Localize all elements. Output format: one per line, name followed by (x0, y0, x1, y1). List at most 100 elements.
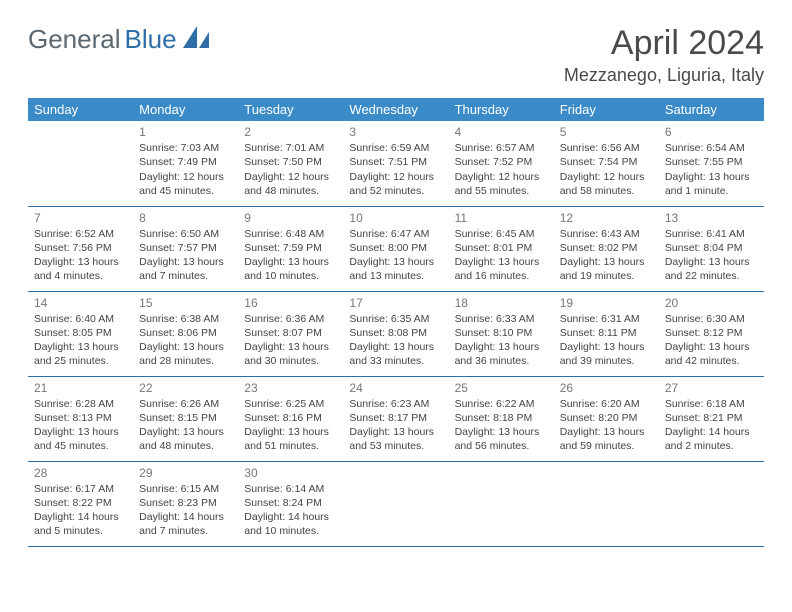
cell-line-sr: Sunrise: 6:18 AM (665, 397, 758, 411)
cell-line-ss: Sunset: 8:22 PM (34, 496, 127, 510)
calendar-cell: 22Sunrise: 6:26 AMSunset: 8:15 PMDayligh… (133, 376, 238, 461)
brand-part1: General (28, 24, 121, 55)
cell-line-dl1: Daylight: 14 hours (244, 510, 337, 524)
calendar-cell: 28Sunrise: 6:17 AMSunset: 8:22 PMDayligh… (28, 461, 133, 546)
cell-line-ss: Sunset: 7:55 PM (665, 155, 758, 169)
calendar-cell: 10Sunrise: 6:47 AMSunset: 8:00 PMDayligh… (343, 206, 448, 291)
cell-line-dl2: and 4 minutes. (34, 269, 127, 283)
cell-line-dl2: and 2 minutes. (665, 439, 758, 453)
calendar-cell (659, 461, 764, 546)
cell-line-dl2: and 22 minutes. (665, 269, 758, 283)
cell-line-dl1: Daylight: 13 hours (560, 340, 653, 354)
calendar-cell: 13Sunrise: 6:41 AMSunset: 8:04 PMDayligh… (659, 206, 764, 291)
cell-line-dl1: Daylight: 13 hours (349, 255, 442, 269)
cell-line-dl2: and 42 minutes. (665, 354, 758, 368)
day-number: 7 (34, 210, 127, 226)
calendar-cell: 2Sunrise: 7:01 AMSunset: 7:50 PMDaylight… (238, 121, 343, 206)
cell-line-sr: Sunrise: 6:47 AM (349, 227, 442, 241)
calendar-cell: 7Sunrise: 6:52 AMSunset: 7:56 PMDaylight… (28, 206, 133, 291)
cell-line-dl2: and 7 minutes. (139, 269, 232, 283)
cell-line-ss: Sunset: 8:20 PM (560, 411, 653, 425)
calendar-row: 7Sunrise: 6:52 AMSunset: 7:56 PMDaylight… (28, 206, 764, 291)
cell-line-dl1: Daylight: 13 hours (665, 255, 758, 269)
cell-line-sr: Sunrise: 6:30 AM (665, 312, 758, 326)
calendar-cell: 15Sunrise: 6:38 AMSunset: 8:06 PMDayligh… (133, 291, 238, 376)
cell-line-dl1: Daylight: 13 hours (34, 425, 127, 439)
cell-line-dl2: and 58 minutes. (560, 184, 653, 198)
calendar-header-row: SundayMondayTuesdayWednesdayThursdayFrid… (28, 98, 764, 121)
cell-line-dl2: and 56 minutes. (455, 439, 548, 453)
day-number: 5 (560, 124, 653, 140)
cell-line-sr: Sunrise: 6:52 AM (34, 227, 127, 241)
cell-line-dl1: Daylight: 13 hours (244, 255, 337, 269)
cell-line-ss: Sunset: 8:16 PM (244, 411, 337, 425)
cell-line-dl2: and 52 minutes. (349, 184, 442, 198)
calendar-cell: 24Sunrise: 6:23 AMSunset: 8:17 PMDayligh… (343, 376, 448, 461)
day-number: 12 (560, 210, 653, 226)
cell-line-dl1: Daylight: 13 hours (349, 340, 442, 354)
weekday-header: Monday (133, 98, 238, 121)
cell-line-dl2: and 25 minutes. (34, 354, 127, 368)
cell-line-dl2: and 51 minutes. (244, 439, 337, 453)
calendar-cell (28, 121, 133, 206)
day-number: 17 (349, 295, 442, 311)
cell-line-sr: Sunrise: 6:36 AM (244, 312, 337, 326)
cell-line-ss: Sunset: 8:21 PM (665, 411, 758, 425)
day-number: 8 (139, 210, 232, 226)
calendar-cell: 9Sunrise: 6:48 AMSunset: 7:59 PMDaylight… (238, 206, 343, 291)
weekday-header: Thursday (449, 98, 554, 121)
calendar-cell: 14Sunrise: 6:40 AMSunset: 8:05 PMDayligh… (28, 291, 133, 376)
day-number: 28 (34, 465, 127, 481)
cell-line-dl2: and 10 minutes. (244, 524, 337, 538)
calendar-cell: 23Sunrise: 6:25 AMSunset: 8:16 PMDayligh… (238, 376, 343, 461)
cell-line-sr: Sunrise: 6:35 AM (349, 312, 442, 326)
day-number: 21 (34, 380, 127, 396)
cell-line-sr: Sunrise: 6:57 AM (455, 141, 548, 155)
calendar-cell: 21Sunrise: 6:28 AMSunset: 8:13 PMDayligh… (28, 376, 133, 461)
cell-line-dl2: and 7 minutes. (139, 524, 232, 538)
cell-line-ss: Sunset: 8:07 PM (244, 326, 337, 340)
cell-line-dl1: Daylight: 13 hours (455, 425, 548, 439)
cell-line-dl2: and 5 minutes. (34, 524, 127, 538)
calendar-cell: 5Sunrise: 6:56 AMSunset: 7:54 PMDaylight… (554, 121, 659, 206)
cell-line-sr: Sunrise: 6:25 AM (244, 397, 337, 411)
cell-line-dl2: and 39 minutes. (560, 354, 653, 368)
cell-line-sr: Sunrise: 6:40 AM (34, 312, 127, 326)
cell-line-dl2: and 1 minute. (665, 184, 758, 198)
day-number: 13 (665, 210, 758, 226)
calendar-cell: 11Sunrise: 6:45 AMSunset: 8:01 PMDayligh… (449, 206, 554, 291)
cell-line-ss: Sunset: 8:13 PM (34, 411, 127, 425)
cell-line-dl1: Daylight: 13 hours (244, 425, 337, 439)
day-number: 9 (244, 210, 337, 226)
calendar-table: SundayMondayTuesdayWednesdayThursdayFrid… (28, 98, 764, 546)
cell-line-sr: Sunrise: 6:38 AM (139, 312, 232, 326)
weekday-header: Tuesday (238, 98, 343, 121)
cell-line-ss: Sunset: 8:06 PM (139, 326, 232, 340)
cell-line-dl2: and 36 minutes. (455, 354, 548, 368)
cell-line-ss: Sunset: 7:59 PM (244, 241, 337, 255)
cell-line-sr: Sunrise: 6:45 AM (455, 227, 548, 241)
cell-line-sr: Sunrise: 6:31 AM (560, 312, 653, 326)
location: Mezzanego, Liguria, Italy (564, 65, 764, 86)
day-number: 25 (455, 380, 548, 396)
cell-line-dl1: Daylight: 12 hours (455, 170, 548, 184)
weekday-header: Sunday (28, 98, 133, 121)
cell-line-ss: Sunset: 7:54 PM (560, 155, 653, 169)
cell-line-sr: Sunrise: 6:50 AM (139, 227, 232, 241)
cell-line-sr: Sunrise: 6:33 AM (455, 312, 548, 326)
cell-line-dl1: Daylight: 14 hours (665, 425, 758, 439)
cell-line-dl1: Daylight: 13 hours (139, 425, 232, 439)
cell-line-dl2: and 30 minutes. (244, 354, 337, 368)
weekday-header: Friday (554, 98, 659, 121)
cell-line-ss: Sunset: 8:12 PM (665, 326, 758, 340)
day-number: 27 (665, 380, 758, 396)
cell-line-sr: Sunrise: 6:20 AM (560, 397, 653, 411)
day-number: 16 (244, 295, 337, 311)
calendar-cell: 18Sunrise: 6:33 AMSunset: 8:10 PMDayligh… (449, 291, 554, 376)
cell-line-sr: Sunrise: 6:23 AM (349, 397, 442, 411)
cell-line-ss: Sunset: 7:49 PM (139, 155, 232, 169)
cell-line-dl1: Daylight: 12 hours (244, 170, 337, 184)
day-number: 26 (560, 380, 653, 396)
calendar-cell: 17Sunrise: 6:35 AMSunset: 8:08 PMDayligh… (343, 291, 448, 376)
calendar-row: 1Sunrise: 7:03 AMSunset: 7:49 PMDaylight… (28, 121, 764, 206)
